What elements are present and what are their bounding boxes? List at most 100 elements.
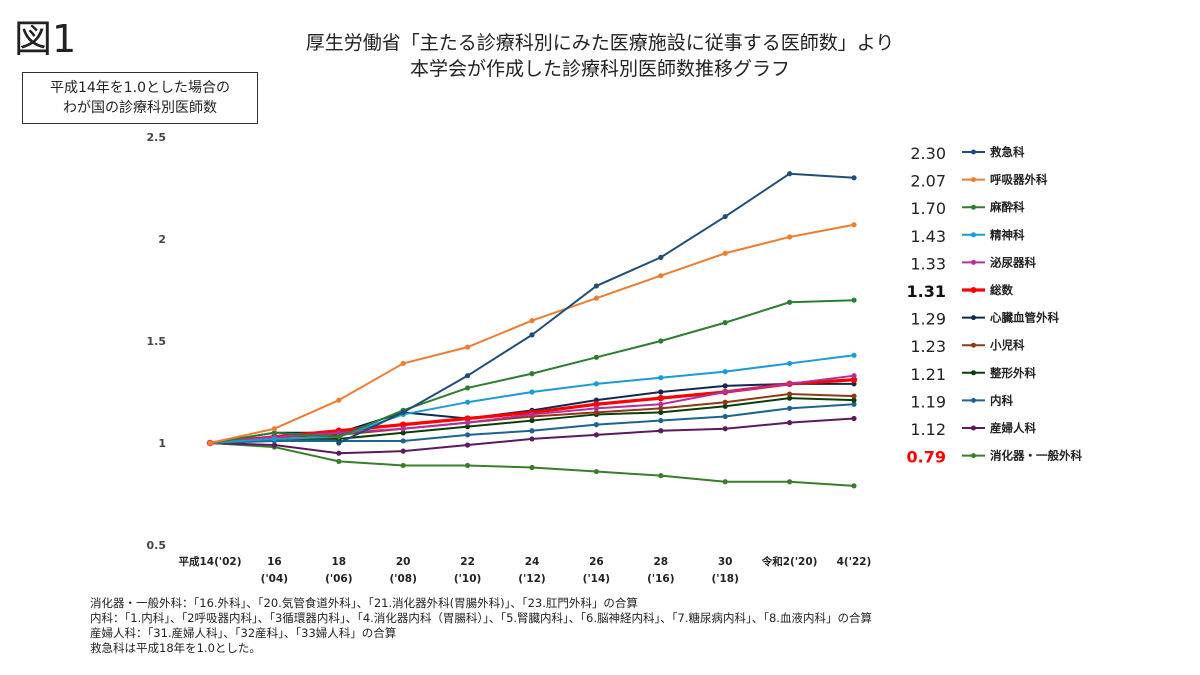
data-point: [593, 409, 600, 415]
legend-swatch-marker: [971, 370, 976, 376]
legend-label: 整形外科: [989, 366, 1036, 380]
data-point: [658, 409, 664, 415]
x-tick-label: 16: [267, 556, 282, 568]
x-tick-label: 令和2('20): [761, 555, 818, 568]
data-point: [336, 430, 342, 436]
data-point: [465, 424, 471, 430]
data-point: [658, 401, 664, 407]
legend-label: 救急科: [990, 145, 1025, 159]
data-point: [851, 401, 857, 407]
legend-label: 小児科: [989, 338, 1025, 352]
legend-final-value: 2.07: [910, 172, 946, 191]
data-point: [400, 448, 406, 454]
data-point: [400, 430, 406, 436]
legend-final-value: 0.79: [907, 448, 946, 467]
data-point: [787, 234, 793, 240]
legend-final-value: 1.70: [910, 199, 946, 218]
x-tick-sublabel: ('04): [261, 573, 288, 585]
data-point: [722, 426, 728, 432]
legend-final-value: 1.19: [910, 392, 946, 411]
data-point: [336, 434, 342, 440]
data-point: [400, 421, 407, 428]
y-tick-label: 1: [158, 437, 166, 450]
legend-label: 泌尿器科: [990, 255, 1036, 269]
data-point: [464, 415, 471, 422]
data-point: [787, 381, 793, 387]
legend-final-value: 1.23: [910, 337, 946, 356]
x-tick-label: 20: [396, 556, 411, 568]
x-tick-label: 4('22): [837, 556, 872, 568]
x-tick-label: 24: [525, 556, 540, 568]
legend-swatch-marker: [971, 204, 976, 210]
footnote-3: 産婦人科：「31.産婦人科」、「32産科」、「33婦人科」の合算: [90, 626, 397, 640]
data-point: [529, 428, 535, 434]
data-point: [722, 369, 728, 375]
data-point: [787, 420, 793, 426]
legend-swatch-marker: [971, 149, 976, 155]
data-point: [787, 171, 793, 177]
data-point: [593, 468, 600, 475]
x-tick-label: 30: [718, 556, 733, 568]
data-point: [851, 397, 857, 403]
x-tick-label: 22: [460, 556, 475, 568]
legend-swatch-marker: [971, 259, 976, 265]
data-point: [787, 405, 793, 411]
data-point: [593, 405, 600, 411]
data-point: [851, 175, 857, 181]
x-tick-sublabel: ('18): [711, 573, 738, 585]
legend-label: 心臓血管外科: [990, 311, 1059, 325]
data-point: [851, 483, 857, 489]
data-point: [465, 399, 471, 405]
data-point: [271, 426, 277, 432]
data-point: [851, 352, 857, 358]
data-point: [658, 428, 664, 434]
data-point: [336, 450, 342, 456]
legend-swatch-marker: [971, 177, 976, 183]
data-point: [271, 430, 277, 436]
legend-swatch-marker: [971, 397, 976, 403]
chart-title: 厚生労働省「主たる診療科別にみた医療施設に従事する医師数」より 本学会が作成した…: [190, 30, 1010, 82]
legend-swatch-marker: [971, 315, 976, 321]
footnotes: 消化器・一般外科：「16.外科」、「20.気管食道外科」、「21.消化器外科(胃…: [90, 596, 872, 656]
data-point: [658, 473, 664, 479]
legend-swatch-marker: [971, 342, 976, 348]
data-point: [658, 389, 664, 395]
data-point: [787, 299, 793, 305]
data-point: [336, 397, 342, 403]
x-tick-sublabel: ('10): [454, 573, 481, 585]
data-point: [787, 360, 793, 367]
data-point: [787, 479, 793, 485]
x-tick-sublabel: ('06): [325, 573, 352, 585]
data-point: [593, 295, 600, 301]
data-point: [207, 440, 213, 446]
data-point: [271, 442, 277, 448]
chart-title-line-1: 厚生労働省「主たる診療科別にみた医療施設に従事する医師数」より: [305, 32, 895, 54]
data-point: [722, 413, 728, 420]
data-point: [593, 401, 600, 408]
x-tick-sublabel: ('08): [389, 573, 416, 585]
data-point: [657, 394, 664, 402]
data-point: [529, 332, 535, 338]
y-axis-label-line-1: 平成14年を1.0とした場合の: [49, 80, 231, 96]
legend-label: 総数: [990, 283, 1013, 297]
data-point: [787, 391, 793, 397]
data-point: [529, 318, 535, 324]
legend-label: 産婦人科: [990, 421, 1036, 435]
legend-final-value: 1.43: [910, 227, 946, 246]
data-point: [851, 297, 857, 303]
data-point: [787, 395, 793, 401]
data-point: [271, 436, 277, 442]
x-tick-sublabel: ('14): [583, 573, 610, 585]
legend-final-value: 1.29: [910, 310, 946, 329]
legend-final-value: 1.12: [910, 420, 946, 439]
y-tick-label: 0.5: [147, 539, 167, 552]
data-point: [465, 344, 471, 350]
data-point: [529, 417, 535, 424]
data-point: [400, 360, 406, 367]
x-tick-label: 26: [589, 556, 604, 568]
x-tick-label: 18: [331, 556, 346, 568]
data-point: [529, 411, 535, 418]
data-point: [400, 462, 406, 469]
data-point: [465, 432, 471, 438]
